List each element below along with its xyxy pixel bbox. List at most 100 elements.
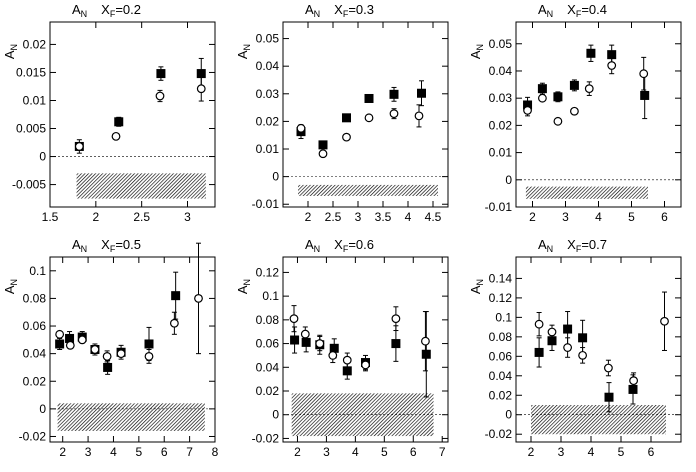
filled-square-point — [553, 91, 563, 103]
open-circle-point — [111, 131, 121, 141]
panel-title: AN XF=0.5 — [72, 237, 141, 254]
title-xf-value: =0.4 — [581, 2, 607, 17]
x-tick-label: 6 — [648, 445, 655, 459]
y-tick-label: 0.06 — [489, 349, 513, 363]
open-circle-marker — [55, 329, 65, 339]
y-tick-label: 0.03 — [256, 87, 280, 101]
title-an-main: A — [72, 237, 81, 252]
title-xf-sub: F — [110, 244, 116, 254]
panel-title: AN XF=0.7 — [538, 237, 607, 254]
open-circle-marker — [553, 116, 563, 126]
x-tick-label: 4 — [110, 445, 117, 459]
title-an-sub: N — [314, 244, 321, 254]
open-circle-marker — [144, 352, 154, 361]
open-circle-marker — [315, 339, 325, 348]
plot-frame — [282, 21, 449, 208]
open-circle-marker — [414, 111, 424, 121]
filled-square-marker — [534, 347, 544, 357]
x-tick-label: 6 — [410, 445, 417, 459]
chart-panel-6: 2 3 4 5 6-0.0200.020.040.060.080.10.120.14AN… — [468, 237, 682, 459]
filled-square-point — [537, 82, 547, 95]
y-axis-label: AN — [2, 44, 19, 59]
filled-square-marker — [65, 333, 75, 343]
x-tick-label: 7 — [186, 445, 193, 459]
y-tick-label: 0.04 — [256, 360, 280, 374]
y-tick-label: -0.02 — [19, 429, 47, 443]
open-circle-point — [155, 89, 165, 103]
title-xf-value: =0.2 — [115, 2, 141, 17]
filled-square-marker — [586, 48, 596, 58]
panel-title: AN XF=0.6 — [305, 237, 374, 254]
open-circle-point — [629, 372, 638, 389]
open-circle-marker — [102, 352, 112, 361]
open-circle-marker — [300, 329, 310, 339]
open-circle-point — [318, 149, 328, 159]
filled-square-point — [417, 80, 426, 107]
filled-square-marker — [421, 349, 431, 359]
open-circle-point — [660, 291, 669, 351]
ylabel-sub: N — [9, 279, 19, 286]
y-tick-label: 0.01 — [23, 93, 47, 107]
open-circle-marker — [523, 106, 532, 115]
filled-square-marker — [114, 117, 124, 127]
open-circle-point — [144, 349, 154, 364]
filled-square-marker — [55, 339, 65, 349]
open-circle-marker — [607, 61, 617, 70]
open-circle-point — [364, 113, 374, 123]
y-tick-label: 0.06 — [256, 337, 280, 351]
open-circle-point — [538, 93, 547, 103]
filled-square-point — [604, 382, 614, 413]
open-circle-point — [578, 347, 587, 364]
title-xf-value: =0.7 — [581, 237, 607, 252]
open-circle-point — [196, 75, 206, 102]
filled-square-marker — [156, 69, 166, 79]
y-axis-label: AN — [235, 44, 252, 59]
x-tick-label: 6 — [161, 445, 168, 459]
plot-frame — [49, 256, 216, 443]
open-circle-marker — [155, 91, 165, 101]
y-tick-label: 0.14 — [489, 271, 513, 285]
open-circle-marker — [639, 69, 649, 79]
x-tick-label: 2 — [294, 445, 301, 459]
x-tick-label: 6 — [661, 210, 668, 224]
open-circle-marker — [547, 327, 557, 337]
x-tick-label: 1.5 — [42, 210, 59, 224]
open-circle-point — [570, 106, 579, 116]
filled-square-point — [103, 360, 113, 375]
y-tick-label: 0.01 — [489, 146, 513, 160]
filled-square-marker — [342, 113, 351, 123]
y-tick-label: 0.03 — [489, 91, 513, 105]
x-tick-label: 2.5 — [133, 210, 150, 224]
x-tick-label: 2 — [305, 210, 312, 224]
open-circle-point — [523, 104, 532, 117]
open-circle-marker — [77, 335, 87, 345]
title-an-main: A — [305, 237, 314, 252]
x-tick-label: 2 — [528, 445, 535, 459]
y-tick-label: 0.05 — [489, 37, 513, 51]
open-circle-point — [534, 312, 544, 337]
open-circle-marker — [534, 319, 544, 329]
title-xf-sub: F — [343, 9, 349, 19]
open-circle-point — [391, 306, 401, 332]
title-an-sub: N — [547, 244, 554, 254]
x-tick-label: 3 — [85, 445, 92, 459]
systematic-band — [76, 173, 206, 199]
open-circle-marker — [584, 84, 594, 94]
open-circle-marker — [194, 294, 203, 303]
title-xf-main: X — [101, 237, 110, 252]
y-tick-label: 0.05 — [256, 32, 280, 46]
open-circle-point — [584, 81, 594, 96]
filled-square-marker — [547, 336, 557, 346]
filled-square-marker — [604, 392, 614, 402]
y-tick-label: 0 — [39, 402, 46, 416]
y-tick-label: 0.02 — [23, 37, 47, 51]
filled-square-point — [586, 44, 596, 62]
filled-square-marker — [301, 337, 311, 347]
title-xf-sub: F — [576, 244, 582, 254]
filled-square-marker — [144, 339, 154, 349]
x-tick-label: 2 — [92, 210, 99, 224]
open-circle-marker — [116, 349, 126, 359]
open-circle-marker — [289, 314, 299, 324]
title-xf-sub: F — [576, 9, 582, 19]
